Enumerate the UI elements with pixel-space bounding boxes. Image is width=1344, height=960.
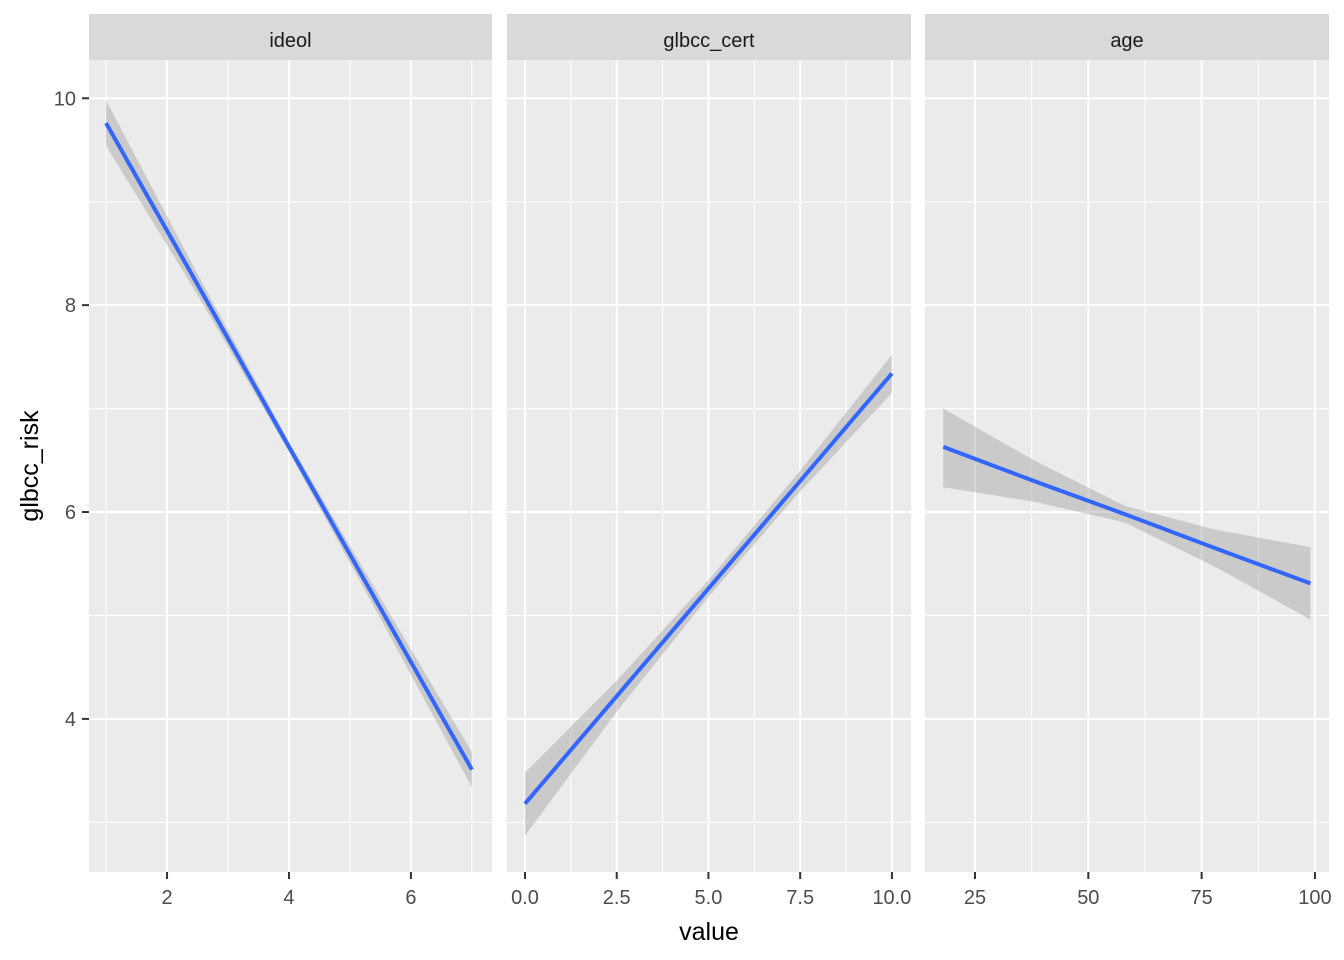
fit-line-age xyxy=(942,444,1312,586)
strip-label: age xyxy=(1110,30,1143,52)
x-tick-label: 0.0 xyxy=(511,887,539,909)
y-tick-label: 8 xyxy=(65,295,76,317)
panel-background xyxy=(89,60,492,872)
strip-ideol xyxy=(89,14,492,60)
strip-label: glbcc_cert xyxy=(663,30,755,52)
y-axis-title: glbcc_risk xyxy=(16,410,44,522)
y-tick-label: 10 xyxy=(54,88,76,110)
y-tick-label: 4 xyxy=(65,709,76,731)
confidence-band xyxy=(524,354,892,836)
x-tick-label: 2.5 xyxy=(603,887,631,909)
x-tick-label: 10.0 xyxy=(872,887,911,909)
fit-line-ideol xyxy=(104,122,474,771)
strip-label: ideol xyxy=(269,30,311,52)
x-tick-label: 5.0 xyxy=(695,887,723,909)
y-tick-label: 6 xyxy=(65,502,76,524)
x-tick-label: 75 xyxy=(1191,887,1213,909)
x-tick-label: 100 xyxy=(1298,887,1331,909)
x-axis-title: value xyxy=(679,918,739,946)
x-tick-label: 50 xyxy=(1077,887,1099,909)
x-tick-label: 2 xyxy=(161,887,172,909)
x-tick-label: 4 xyxy=(283,887,294,909)
strip-glbcc_cert xyxy=(507,14,911,60)
x-tick-label: 7.5 xyxy=(786,887,814,909)
x-tick-label: 25 xyxy=(964,887,986,909)
strip-age xyxy=(925,14,1329,60)
fit-line-glbcc_cert xyxy=(523,372,894,806)
x-tick-label: 6 xyxy=(405,887,416,909)
